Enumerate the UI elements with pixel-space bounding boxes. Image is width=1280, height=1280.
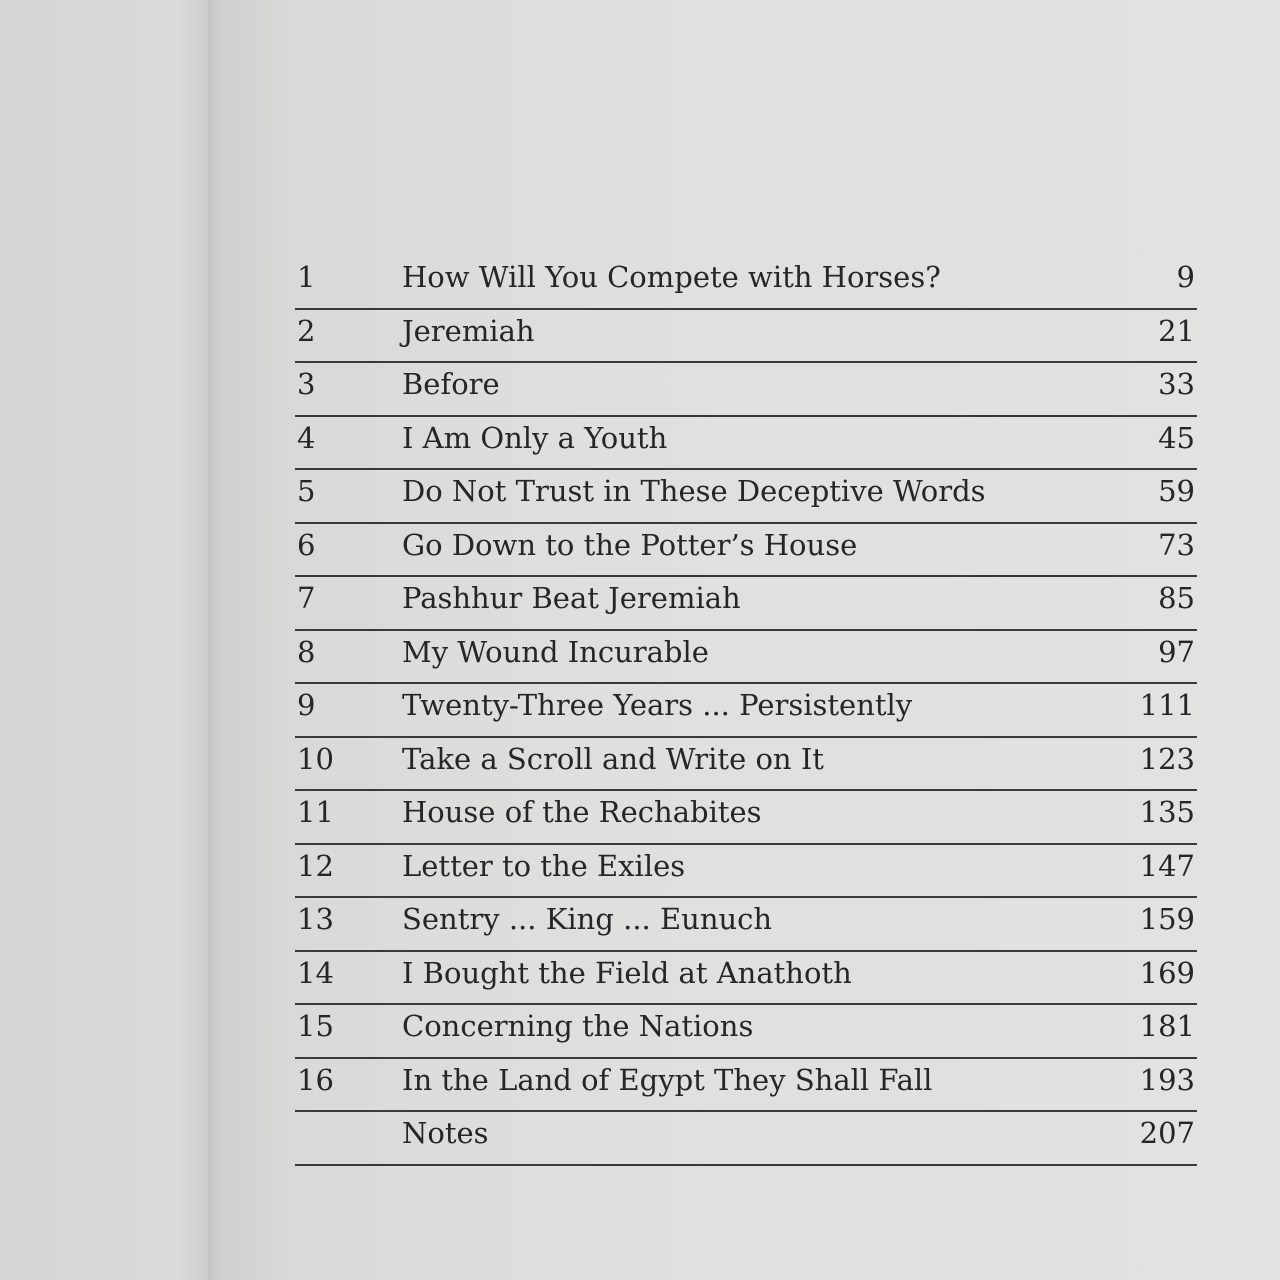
toc-row: 4 I Am Only a Youth 45	[295, 417, 1197, 470]
chapter-number: 15	[297, 1009, 334, 1043]
chapter-title: Take a Scroll and Write on It	[402, 741, 824, 776]
toc-row: 1 How Will You Compete with Horses? 9	[295, 256, 1197, 310]
chapter-number: 8	[297, 634, 316, 669]
page-number: 135	[1139, 795, 1195, 829]
chapter-number: 12	[297, 848, 334, 883]
chapter-number: 16	[297, 1062, 334, 1097]
chapter-number: 2	[297, 313, 316, 348]
page-number: 207	[1139, 1116, 1195, 1150]
chapter-number: 14	[297, 955, 334, 990]
chapter-number: 6	[297, 527, 316, 562]
toc-row: 13 Sentry ... King ... Eunuch 159	[295, 898, 1197, 952]
toc-row: 11 House of the Rechabites 135	[295, 791, 1197, 845]
book-gutter	[208, 0, 212, 1280]
page-number: 21	[1158, 313, 1195, 348]
page-number: 169	[1139, 955, 1195, 990]
toc-row: 7 Pashhur Beat Jeremiah 85	[295, 577, 1197, 631]
toc-row: 10 Take a Scroll and Write on It 123	[295, 738, 1197, 791]
chapter-title: Before	[402, 367, 500, 401]
page-number: 159	[1139, 902, 1195, 936]
page-number: 193	[1139, 1062, 1195, 1097]
chapter-title: Jeremiah	[402, 313, 535, 348]
chapter-title: Sentry ... King ... Eunuch	[402, 902, 773, 936]
toc-row: 12 Letter to the Exiles 147	[295, 845, 1197, 898]
toc-row: 14 I Bought the Field at Anathoth 169	[295, 952, 1197, 1005]
chapter-title: My Wound Incurable	[402, 634, 709, 669]
chapter-title: In the Land of Egypt They Shall Fall	[402, 1062, 933, 1097]
chapter-number: 4	[297, 420, 316, 455]
toc-row: 16 In the Land of Egypt They Shall Fall 19…	[295, 1059, 1197, 1112]
chapter-number: 9	[297, 688, 316, 722]
chapter-number: 3	[297, 367, 316, 401]
chapter-number: 7	[297, 581, 316, 615]
page-number: 59	[1158, 474, 1195, 508]
chapter-number: 1	[297, 260, 316, 294]
toc-row: 5 Do Not Trust in These Deceptive Words 59	[295, 470, 1197, 524]
chapter-title: Go Down to the Potter’s House	[402, 527, 858, 562]
toc-row: 15 Concerning the Nations 181	[295, 1005, 1197, 1059]
page-number: 181	[1139, 1009, 1195, 1043]
chapter-title: How Will You Compete with Horses?	[402, 260, 941, 294]
chapter-title: Notes	[402, 1116, 489, 1150]
chapter-title: Do Not Trust in These Deceptive Words	[402, 474, 986, 508]
toc-row: Notes 207	[295, 1112, 1197, 1166]
page-number: 45	[1158, 420, 1195, 455]
table-of-contents: 1 How Will You Compete with Horses? 9 2 Jere…	[295, 256, 1197, 1166]
chapter-title: Letter to the Exiles	[402, 848, 686, 883]
chapter-title: House of the Rechabites	[402, 795, 762, 829]
page-number: 73	[1158, 527, 1195, 562]
chapter-title: Pashhur Beat Jeremiah	[402, 581, 741, 615]
page-number: 33	[1158, 367, 1195, 401]
chapter-title: Concerning the Nations	[402, 1009, 754, 1043]
page-number: 85	[1158, 581, 1195, 615]
chapter-number: 11	[297, 795, 334, 829]
page-number: 111	[1139, 688, 1195, 722]
page-number: 147	[1139, 848, 1195, 883]
toc-row: 2 Jeremiah 21	[295, 310, 1197, 363]
toc-row: 6 Go Down to the Potter’s House 73	[295, 524, 1197, 577]
chapter-number: 5	[297, 474, 316, 508]
toc-row: 9 Twenty-Three Years ... Persistently 111	[295, 684, 1197, 738]
chapter-title: Twenty-Three Years ... Persistently	[402, 688, 913, 722]
chapter-number: 10	[297, 741, 334, 776]
chapter-title: I Bought the Field at Anathoth	[402, 955, 852, 990]
chapter-title: I Am Only a Youth	[402, 420, 668, 455]
toc-row: 8 My Wound Incurable 97	[295, 631, 1197, 684]
page-number: 9	[1176, 260, 1195, 294]
page-number: 123	[1139, 741, 1195, 776]
toc-row: 3 Before 33	[295, 363, 1197, 417]
chapter-number: 13	[297, 902, 334, 936]
page-number: 97	[1158, 634, 1195, 669]
